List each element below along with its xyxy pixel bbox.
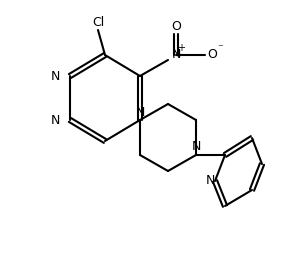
Text: +: + [177, 43, 185, 53]
Text: N: N [51, 70, 60, 83]
Text: N: N [171, 49, 181, 61]
Text: N: N [135, 105, 145, 119]
Text: O: O [207, 49, 217, 61]
Text: N: N [205, 174, 215, 187]
Text: O: O [171, 21, 181, 34]
Text: ⁻: ⁻ [217, 43, 223, 53]
Text: N: N [51, 114, 60, 126]
Text: N: N [191, 140, 201, 153]
Text: Cl: Cl [92, 17, 104, 29]
